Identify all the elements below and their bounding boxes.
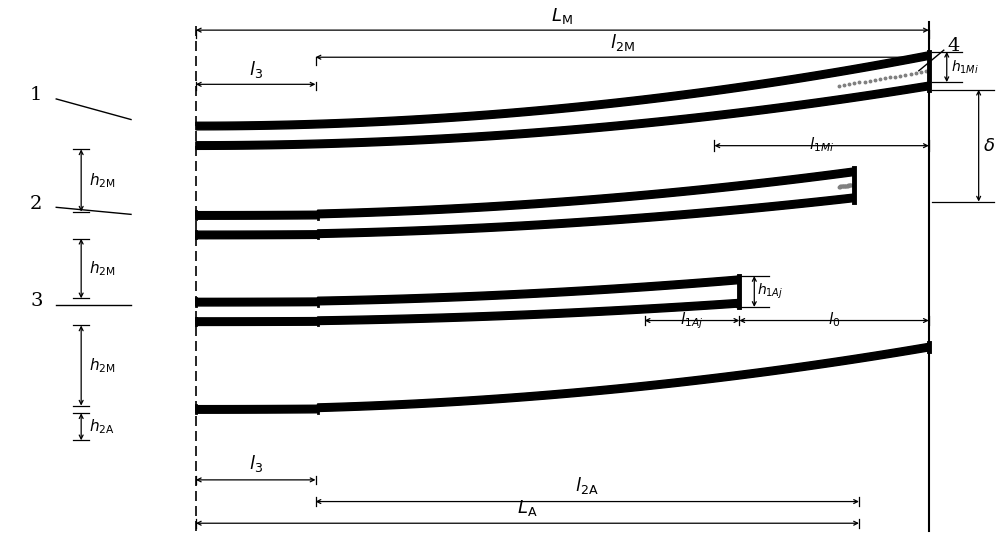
- Polygon shape: [196, 298, 318, 306]
- Polygon shape: [318, 168, 854, 218]
- Text: 3: 3: [30, 292, 43, 310]
- Polygon shape: [318, 194, 854, 238]
- Text: $l_3$: $l_3$: [249, 453, 263, 474]
- Polygon shape: [196, 405, 318, 413]
- Text: $l_{1Mi}$: $l_{1Mi}$: [809, 135, 834, 154]
- Text: $\delta$: $\delta$: [983, 137, 995, 155]
- Text: 2: 2: [30, 194, 42, 212]
- Polygon shape: [318, 276, 739, 305]
- Polygon shape: [318, 343, 929, 412]
- Polygon shape: [196, 82, 929, 149]
- Text: $l_3$: $l_3$: [249, 59, 263, 80]
- Polygon shape: [196, 231, 318, 239]
- Text: 4: 4: [948, 37, 960, 55]
- Text: $h_{1Aj}$: $h_{1Aj}$: [757, 282, 784, 301]
- Text: $l_{2\mathrm{A}}$: $l_{2\mathrm{A}}$: [575, 475, 599, 496]
- Text: $L_\mathrm{A}$: $L_\mathrm{A}$: [517, 498, 538, 518]
- Polygon shape: [196, 211, 318, 219]
- Text: $l_{1Aj}$: $l_{1Aj}$: [680, 311, 704, 332]
- Text: $h_{2\mathrm{M}}$: $h_{2\mathrm{M}}$: [89, 259, 116, 278]
- Text: $h_{2\mathrm{M}}$: $h_{2\mathrm{M}}$: [89, 171, 116, 190]
- Text: $l_{2\mathrm{M}}$: $l_{2\mathrm{M}}$: [610, 32, 635, 53]
- Text: $h_{2\mathrm{A}}$: $h_{2\mathrm{A}}$: [89, 417, 115, 436]
- Text: $L_\mathrm{M}$: $L_\mathrm{M}$: [551, 6, 573, 26]
- Polygon shape: [196, 317, 318, 326]
- Polygon shape: [196, 52, 929, 130]
- Text: $l_0$: $l_0$: [828, 311, 840, 329]
- Polygon shape: [318, 299, 739, 324]
- Text: $h_{1Mi}$: $h_{1Mi}$: [951, 58, 979, 76]
- Text: 1: 1: [30, 86, 42, 104]
- Text: $h_{2\mathrm{M}}$: $h_{2\mathrm{M}}$: [89, 356, 116, 375]
